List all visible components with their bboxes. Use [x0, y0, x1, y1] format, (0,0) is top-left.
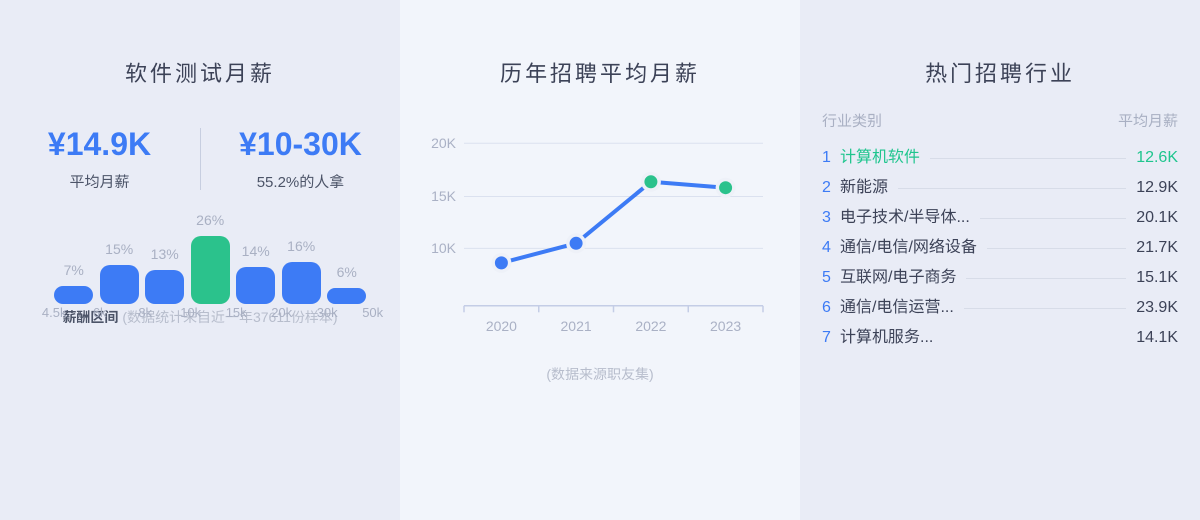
svg-text:2020: 2020: [486, 318, 517, 334]
svg-text:2021: 2021: [561, 318, 592, 334]
svg-text:10K: 10K: [431, 240, 457, 256]
svg-text:2022: 2022: [635, 318, 666, 334]
svg-text:20K: 20K: [431, 135, 457, 151]
svg-text:2023: 2023: [710, 318, 741, 334]
svg-text:15K: 15K: [431, 188, 457, 204]
